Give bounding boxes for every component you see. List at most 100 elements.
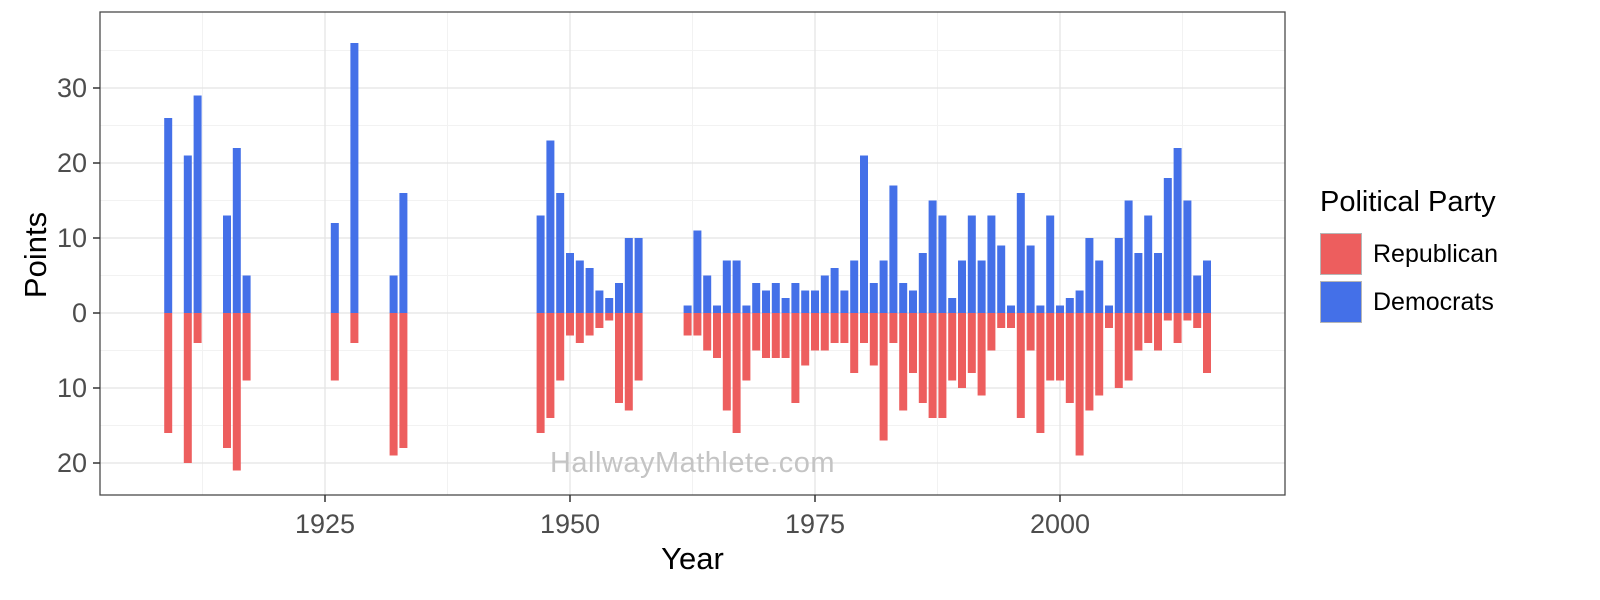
bar-democrats-1948 bbox=[546, 140, 555, 313]
bar-republican-1983 bbox=[889, 313, 898, 343]
bar-republican-1972 bbox=[781, 313, 790, 358]
bar-republican-1978 bbox=[840, 313, 849, 343]
bar-democrats-1989 bbox=[948, 298, 957, 313]
bar-republican-1986 bbox=[918, 313, 927, 403]
bar-republican-1982 bbox=[879, 313, 888, 441]
legend-label-democrats: Democrats bbox=[1373, 287, 1494, 316]
bar-democrats-1917 bbox=[242, 275, 251, 313]
bar-republican-1990 bbox=[958, 313, 966, 388]
bar-republican-1996 bbox=[1016, 313, 1025, 418]
bar-democrats-2000 bbox=[1056, 305, 1064, 313]
legend-swatch-republican-icon bbox=[1320, 233, 1362, 275]
bar-republican-1997 bbox=[1026, 313, 1035, 351]
bar-republican-2014 bbox=[1193, 313, 1202, 328]
y-tick-label-20-at-20: 20 bbox=[57, 148, 87, 178]
bar-democrats-2010 bbox=[1154, 253, 1162, 313]
bar-democrats-1933 bbox=[399, 193, 408, 313]
bar-republican-2008 bbox=[1134, 313, 1143, 351]
bar-republican-1974 bbox=[801, 313, 810, 366]
bar-democrats-1969 bbox=[752, 283, 761, 313]
bar-republican-2012 bbox=[1173, 313, 1182, 343]
bar-democrats-1978 bbox=[840, 290, 849, 313]
bar-republican-2015 bbox=[1203, 313, 1211, 373]
bar-democrats-1988 bbox=[938, 215, 947, 313]
bar-republican-1950 bbox=[566, 313, 574, 336]
bar-democrats-1950 bbox=[566, 253, 574, 313]
bar-democrats-2001 bbox=[1065, 298, 1074, 313]
legend-title: Political Party bbox=[1320, 186, 1496, 218]
bar-republican-2005 bbox=[1105, 313, 1113, 328]
bar-republican-1949 bbox=[556, 313, 565, 381]
bar-democrats-1947 bbox=[536, 215, 545, 313]
legend: Political Party Republican Democrats bbox=[1320, 186, 1498, 329]
bar-democrats-1915 bbox=[223, 215, 231, 313]
bar-democrats-2013 bbox=[1183, 200, 1192, 313]
bar-republican-1968 bbox=[742, 313, 751, 381]
bar-democrats-1926 bbox=[330, 223, 339, 313]
bar-republican-1995 bbox=[1007, 313, 1015, 328]
bar-republican-1979 bbox=[850, 313, 859, 373]
bar-republican-1998 bbox=[1036, 313, 1045, 433]
bar-democrats-1912 bbox=[193, 95, 202, 313]
bar-democrats-1985 bbox=[909, 290, 917, 313]
bar-democrats-2015 bbox=[1203, 260, 1211, 313]
bar-democrats-1966 bbox=[722, 260, 731, 313]
bar-democrats-1955 bbox=[615, 283, 623, 313]
bar-democrats-1993 bbox=[987, 215, 996, 313]
bar-republican-1994 bbox=[997, 313, 1006, 328]
bar-republican-2003 bbox=[1085, 313, 1094, 411]
bar-democrats-1909 bbox=[164, 118, 173, 313]
bar-democrats-1932 bbox=[389, 275, 398, 313]
bar-democrats-1970 bbox=[762, 290, 770, 313]
bar-republican-1926 bbox=[330, 313, 339, 381]
bar-republican-2011 bbox=[1163, 313, 1172, 321]
bar-republican-1951 bbox=[575, 313, 584, 343]
x-tick-label-2000: 2000 bbox=[1030, 509, 1090, 539]
bar-republican-1992 bbox=[977, 313, 986, 396]
bar-democrats-1996 bbox=[1016, 193, 1025, 313]
bar-democrats-1983 bbox=[889, 185, 898, 313]
bar-republican-1912 bbox=[193, 313, 202, 343]
bar-democrats-1973 bbox=[791, 283, 800, 313]
bar-republican-1962 bbox=[683, 313, 692, 336]
bar-republican-1963 bbox=[693, 313, 702, 336]
bar-republican-1916 bbox=[232, 313, 241, 471]
x-axis-title: Year bbox=[661, 541, 724, 576]
bar-republican-2004 bbox=[1095, 313, 1104, 396]
bar-republican-1980 bbox=[860, 313, 868, 343]
y-axis-title: Points bbox=[18, 211, 53, 299]
bar-republican-2010 bbox=[1154, 313, 1162, 351]
bar-democrats-1911 bbox=[183, 155, 192, 313]
bar-democrats-1968 bbox=[742, 305, 751, 313]
bar-democrats-2004 bbox=[1095, 260, 1104, 313]
bar-republican-1964 bbox=[703, 313, 712, 351]
bar-democrats-2008 bbox=[1134, 253, 1143, 313]
bar-democrats-1986 bbox=[918, 253, 927, 313]
bar-democrats-1964 bbox=[703, 275, 712, 313]
bar-republican-1970 bbox=[762, 313, 770, 358]
bar-democrats-1976 bbox=[820, 275, 829, 313]
bar-republican-1975 bbox=[811, 313, 819, 351]
bar-republican-1954 bbox=[605, 313, 614, 321]
bar-republican-2007 bbox=[1124, 313, 1133, 381]
bar-republican-1955 bbox=[615, 313, 623, 403]
bar-republican-1977 bbox=[830, 313, 839, 343]
bar-democrats-1965 bbox=[713, 305, 721, 313]
legend-item-democrats: Democrats bbox=[1320, 281, 1498, 323]
bar-democrats-1982 bbox=[879, 260, 888, 313]
bar-republican-1948 bbox=[546, 313, 555, 418]
bar-republican-1909 bbox=[164, 313, 173, 433]
bar-republican-1988 bbox=[938, 313, 947, 418]
bar-democrats-1981 bbox=[869, 283, 878, 313]
y-tick-label-10-at-10: 10 bbox=[57, 223, 87, 253]
bar-republican-1957 bbox=[634, 313, 643, 381]
bar-democrats-1928 bbox=[350, 43, 359, 313]
bar-democrats-1990 bbox=[958, 260, 966, 313]
bar-republican-1969 bbox=[752, 313, 761, 351]
watermark: HallwayMathlete.com bbox=[549, 447, 836, 479]
bar-democrats-1949 bbox=[556, 193, 565, 313]
bar-republican-1984 bbox=[899, 313, 908, 411]
bar-democrats-2009 bbox=[1144, 215, 1153, 313]
